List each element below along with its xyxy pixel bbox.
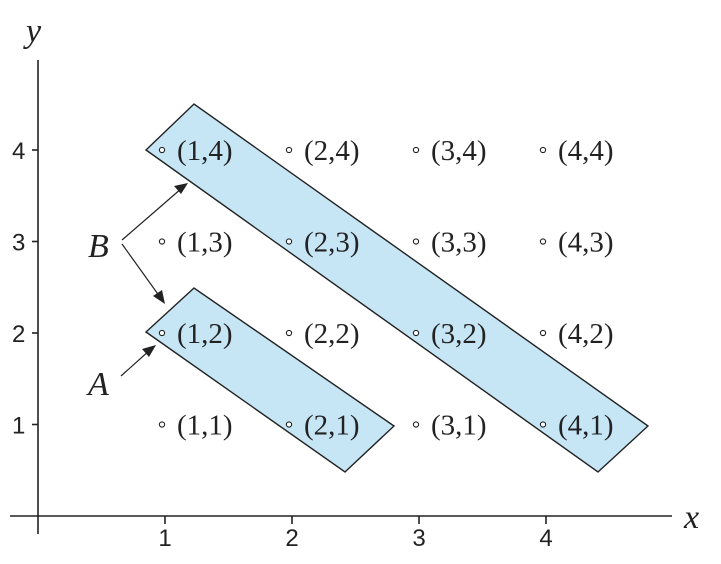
axes: x y	[10, 13, 699, 536]
point-dot	[158, 421, 166, 428]
point-dot	[412, 421, 420, 428]
point: (4,4)	[539, 135, 614, 167]
point-dot	[285, 146, 293, 154]
point-label: (3,2)	[431, 318, 487, 350]
point-label: (2,4)	[304, 135, 360, 167]
set-b-arrowhead-lower	[153, 290, 165, 304]
point-dot	[539, 421, 547, 428]
x-tick-label: 1	[158, 525, 171, 552]
point-dot	[158, 146, 166, 154]
x-tick-label: 2	[285, 525, 298, 552]
set-a-arrowhead	[142, 345, 156, 357]
set-b-letter: B	[88, 228, 109, 265]
point-dot	[285, 329, 293, 337]
set-b-arrow-upper	[121, 187, 183, 241]
y-tick-label: 2	[12, 321, 25, 348]
y-tick-label: 1	[12, 413, 25, 440]
point-label: (1,3)	[177, 227, 233, 259]
point-dot	[412, 146, 420, 154]
point-label: (4,1)	[558, 410, 614, 442]
x-axis-label: x	[683, 499, 699, 536]
set-b-arrowhead-upper	[174, 183, 188, 194]
point-label: (2,1)	[304, 410, 360, 442]
point-label: (1,4)	[177, 135, 233, 167]
point: (1,4)	[158, 135, 233, 167]
point-label: (3,4)	[431, 135, 487, 167]
point-label: (2,3)	[304, 227, 360, 259]
x-tick-label: 3	[412, 525, 425, 552]
point: (3,4)	[412, 135, 487, 167]
point: (2,4)	[285, 135, 360, 167]
set-bands	[144, 103, 650, 473]
set-annotations: B A	[86, 183, 188, 403]
point-dot	[158, 238, 166, 245]
set-b-arrow-lower	[121, 243, 161, 298]
set-a-letter: A	[86, 366, 109, 403]
point-label: (1,1)	[177, 410, 233, 442]
point: (4,1)	[539, 410, 614, 442]
point: (3,3)	[412, 227, 487, 259]
point: (3,2)	[412, 318, 487, 350]
point: (4,2)	[539, 318, 614, 350]
y-tick-label: 4	[12, 138, 25, 165]
set-b-band	[144, 103, 650, 473]
point-dot	[285, 238, 293, 245]
y-tick-label: 3	[12, 230, 25, 257]
x-tick-label: 4	[539, 525, 552, 552]
point-label: (4,3)	[558, 227, 614, 259]
point: (2,1)	[285, 410, 360, 442]
point: (1,1)	[158, 410, 233, 442]
y-axis-label: y	[23, 13, 42, 50]
set-a-band	[144, 287, 396, 473]
point: (1,3)	[158, 227, 233, 259]
ticks: 1 2 3 4 1 2 3 4	[12, 138, 553, 552]
point: (2,2)	[285, 318, 360, 350]
point-label: (4,2)	[558, 318, 614, 350]
point-label: (4,4)	[558, 135, 614, 167]
point: (1,2)	[158, 318, 233, 350]
point-label: (1,2)	[177, 318, 233, 350]
point-label: (3,3)	[431, 227, 487, 259]
point-label: (2,2)	[304, 318, 360, 350]
point-grid: (1,1) (2,1) (3,1) (4,1) (1,2) (2,2) (3,2) (4,2)…	[158, 135, 614, 442]
point: (2,3)	[285, 227, 360, 259]
point-label: (3,1)	[431, 410, 487, 442]
point-dot	[285, 421, 293, 428]
point: (3,1)	[412, 410, 487, 442]
point-dot	[158, 329, 166, 337]
point-dot	[412, 238, 420, 245]
point-dot	[539, 146, 547, 154]
point-dot	[539, 329, 547, 337]
point-dot	[539, 238, 547, 245]
point-dot	[412, 329, 420, 337]
point: (4,3)	[539, 227, 614, 259]
set-a-arrow	[120, 349, 151, 377]
